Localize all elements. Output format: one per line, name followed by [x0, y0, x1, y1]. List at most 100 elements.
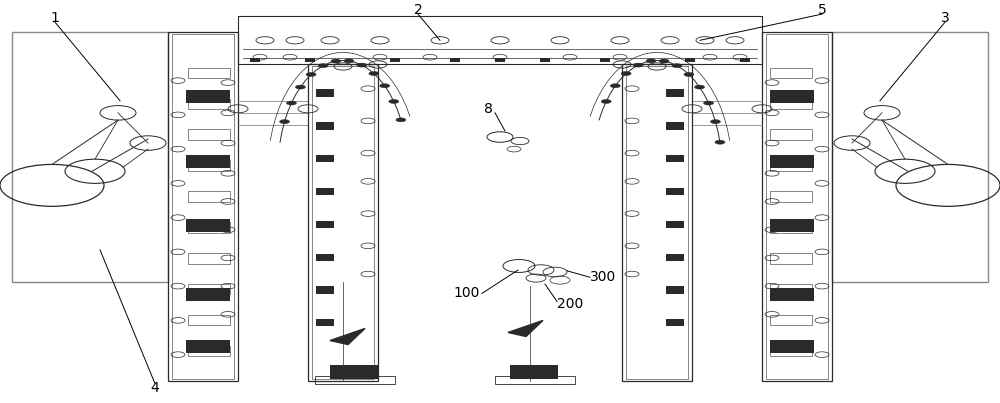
Polygon shape	[330, 328, 365, 345]
Bar	[188, 129, 230, 140]
Bar	[770, 191, 812, 202]
Bar	[316, 253, 334, 261]
Bar	[188, 346, 230, 356]
Polygon shape	[508, 320, 543, 337]
Bar	[172, 34, 234, 379]
Bar	[762, 32, 832, 381]
Bar	[770, 160, 812, 171]
Bar	[316, 221, 334, 228]
Circle shape	[286, 101, 296, 105]
Bar	[666, 287, 684, 294]
Bar	[832, 32, 988, 282]
Bar	[770, 219, 814, 232]
Bar	[770, 68, 812, 78]
Circle shape	[331, 59, 341, 63]
Bar	[330, 365, 378, 379]
Bar	[316, 287, 334, 294]
Bar	[770, 346, 812, 356]
Bar	[305, 58, 315, 62]
Circle shape	[306, 73, 316, 77]
Circle shape	[396, 118, 406, 122]
Bar	[770, 288, 814, 301]
Bar	[315, 376, 395, 384]
Bar	[186, 90, 230, 103]
Bar	[770, 222, 812, 233]
Bar	[495, 376, 575, 384]
Circle shape	[318, 64, 328, 68]
Bar	[188, 253, 230, 264]
Bar	[495, 58, 505, 62]
Bar	[450, 58, 460, 62]
Text: 100: 100	[454, 287, 480, 300]
Bar	[666, 253, 684, 261]
Circle shape	[369, 71, 379, 75]
Bar	[666, 188, 684, 195]
Bar	[666, 155, 684, 162]
Bar	[622, 64, 692, 381]
Bar	[770, 284, 812, 295]
Text: 2: 2	[414, 3, 422, 17]
Bar	[770, 155, 814, 168]
Bar	[188, 315, 230, 325]
Text: 4: 4	[151, 381, 159, 395]
Circle shape	[621, 71, 631, 75]
Bar	[770, 99, 812, 109]
Circle shape	[704, 101, 714, 105]
Bar	[186, 155, 230, 168]
Bar	[168, 32, 238, 381]
Bar	[188, 191, 230, 202]
Text: 3: 3	[941, 11, 949, 25]
Bar	[250, 58, 260, 62]
Bar	[510, 365, 558, 379]
Bar	[740, 58, 750, 62]
Bar	[188, 68, 230, 78]
Bar	[316, 122, 334, 129]
Circle shape	[684, 73, 694, 77]
Bar	[540, 58, 550, 62]
Text: 1: 1	[51, 11, 59, 25]
Text: 8: 8	[484, 102, 492, 116]
Bar	[186, 219, 230, 232]
Circle shape	[646, 59, 656, 63]
Bar	[770, 129, 812, 140]
Circle shape	[280, 120, 290, 124]
Bar	[666, 221, 684, 228]
Text: 300: 300	[590, 270, 616, 284]
Bar	[316, 155, 334, 162]
Circle shape	[633, 63, 643, 67]
Circle shape	[659, 59, 669, 63]
Bar	[308, 64, 378, 381]
Bar	[390, 58, 400, 62]
Circle shape	[344, 59, 354, 63]
Bar	[186, 340, 230, 353]
Text: 200: 200	[557, 297, 583, 311]
Circle shape	[710, 120, 720, 124]
Bar	[666, 89, 684, 97]
Bar	[316, 188, 334, 195]
Bar	[188, 284, 230, 295]
Bar	[666, 319, 684, 326]
Bar	[770, 315, 812, 325]
Text: 5: 5	[818, 3, 826, 17]
Bar	[188, 99, 230, 109]
Bar	[600, 58, 610, 62]
Bar	[770, 253, 812, 264]
Bar	[12, 32, 168, 282]
Bar	[626, 66, 688, 379]
Bar	[770, 340, 814, 353]
Circle shape	[295, 85, 305, 89]
Circle shape	[672, 64, 682, 68]
Circle shape	[380, 84, 390, 88]
Bar	[770, 90, 814, 103]
Bar	[685, 58, 695, 62]
Bar	[186, 288, 230, 301]
Bar	[766, 34, 828, 379]
Bar	[238, 16, 762, 64]
Circle shape	[715, 140, 725, 144]
Circle shape	[357, 63, 367, 67]
Circle shape	[695, 85, 705, 89]
Bar	[316, 89, 334, 97]
Bar	[188, 222, 230, 233]
Circle shape	[610, 84, 620, 88]
Bar	[316, 319, 334, 326]
